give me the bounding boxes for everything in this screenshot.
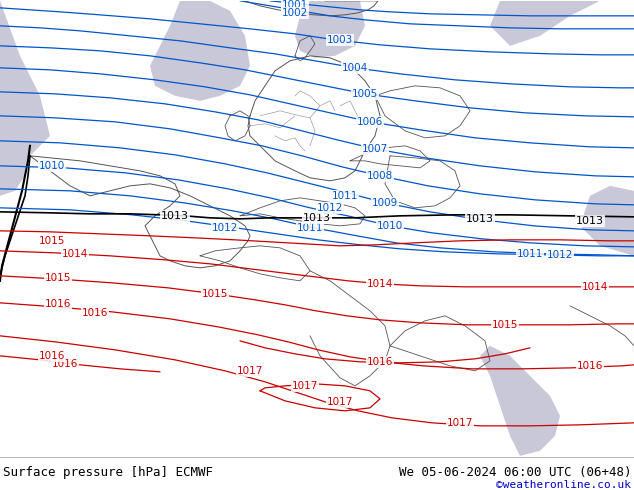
Polygon shape [580,186,634,256]
Text: 1011: 1011 [517,249,543,259]
Text: 1008: 1008 [367,171,393,181]
Text: 1016: 1016 [82,308,108,318]
Text: 1014: 1014 [367,279,393,289]
Text: Surface pressure [hPa] ECMWF: Surface pressure [hPa] ECMWF [3,466,212,479]
Polygon shape [480,346,560,456]
Text: 1017: 1017 [327,397,353,407]
Text: 1012: 1012 [547,250,573,260]
Text: 1014: 1014 [582,282,608,292]
Text: 1015: 1015 [202,289,228,299]
Text: 1015: 1015 [492,320,518,330]
Text: 1016: 1016 [52,359,78,369]
Text: 1005: 1005 [352,89,378,99]
Polygon shape [0,1,50,166]
Polygon shape [150,1,250,101]
Text: 1015: 1015 [39,236,65,246]
Text: 1017: 1017 [292,381,318,391]
Text: 1010: 1010 [377,221,403,231]
Text: 1009: 1009 [372,198,398,208]
Text: 1016: 1016 [577,361,603,371]
Text: 1013: 1013 [303,213,331,223]
Polygon shape [295,1,365,58]
Text: 1012: 1012 [212,223,238,233]
Text: 1011: 1011 [332,191,358,201]
Text: 1010: 1010 [39,161,65,171]
Text: 1004: 1004 [342,63,368,73]
Text: 1007: 1007 [362,144,388,154]
Text: 1002: 1002 [282,8,308,18]
Text: 1001: 1001 [282,0,308,10]
Text: 1017: 1017 [237,366,263,376]
Text: 1017: 1017 [447,418,473,428]
Text: 1012: 1012 [317,203,343,213]
Text: 1016: 1016 [367,357,393,367]
Text: 1013: 1013 [161,211,189,221]
Text: 1016: 1016 [45,299,71,309]
Text: 1006: 1006 [357,117,383,127]
Text: 1003: 1003 [327,35,353,45]
Text: 1011: 1011 [297,223,323,233]
Polygon shape [490,1,634,46]
Polygon shape [0,116,30,196]
Text: 1014: 1014 [61,249,88,259]
Text: We 05-06-2024 06:00 UTC (06+48): We 05-06-2024 06:00 UTC (06+48) [399,466,631,479]
Text: 1013: 1013 [576,216,604,226]
Text: 1015: 1015 [45,273,71,283]
Text: 1016: 1016 [39,351,65,361]
Text: 1013: 1013 [466,214,494,224]
Text: ©weatheronline.co.uk: ©weatheronline.co.uk [496,480,631,490]
